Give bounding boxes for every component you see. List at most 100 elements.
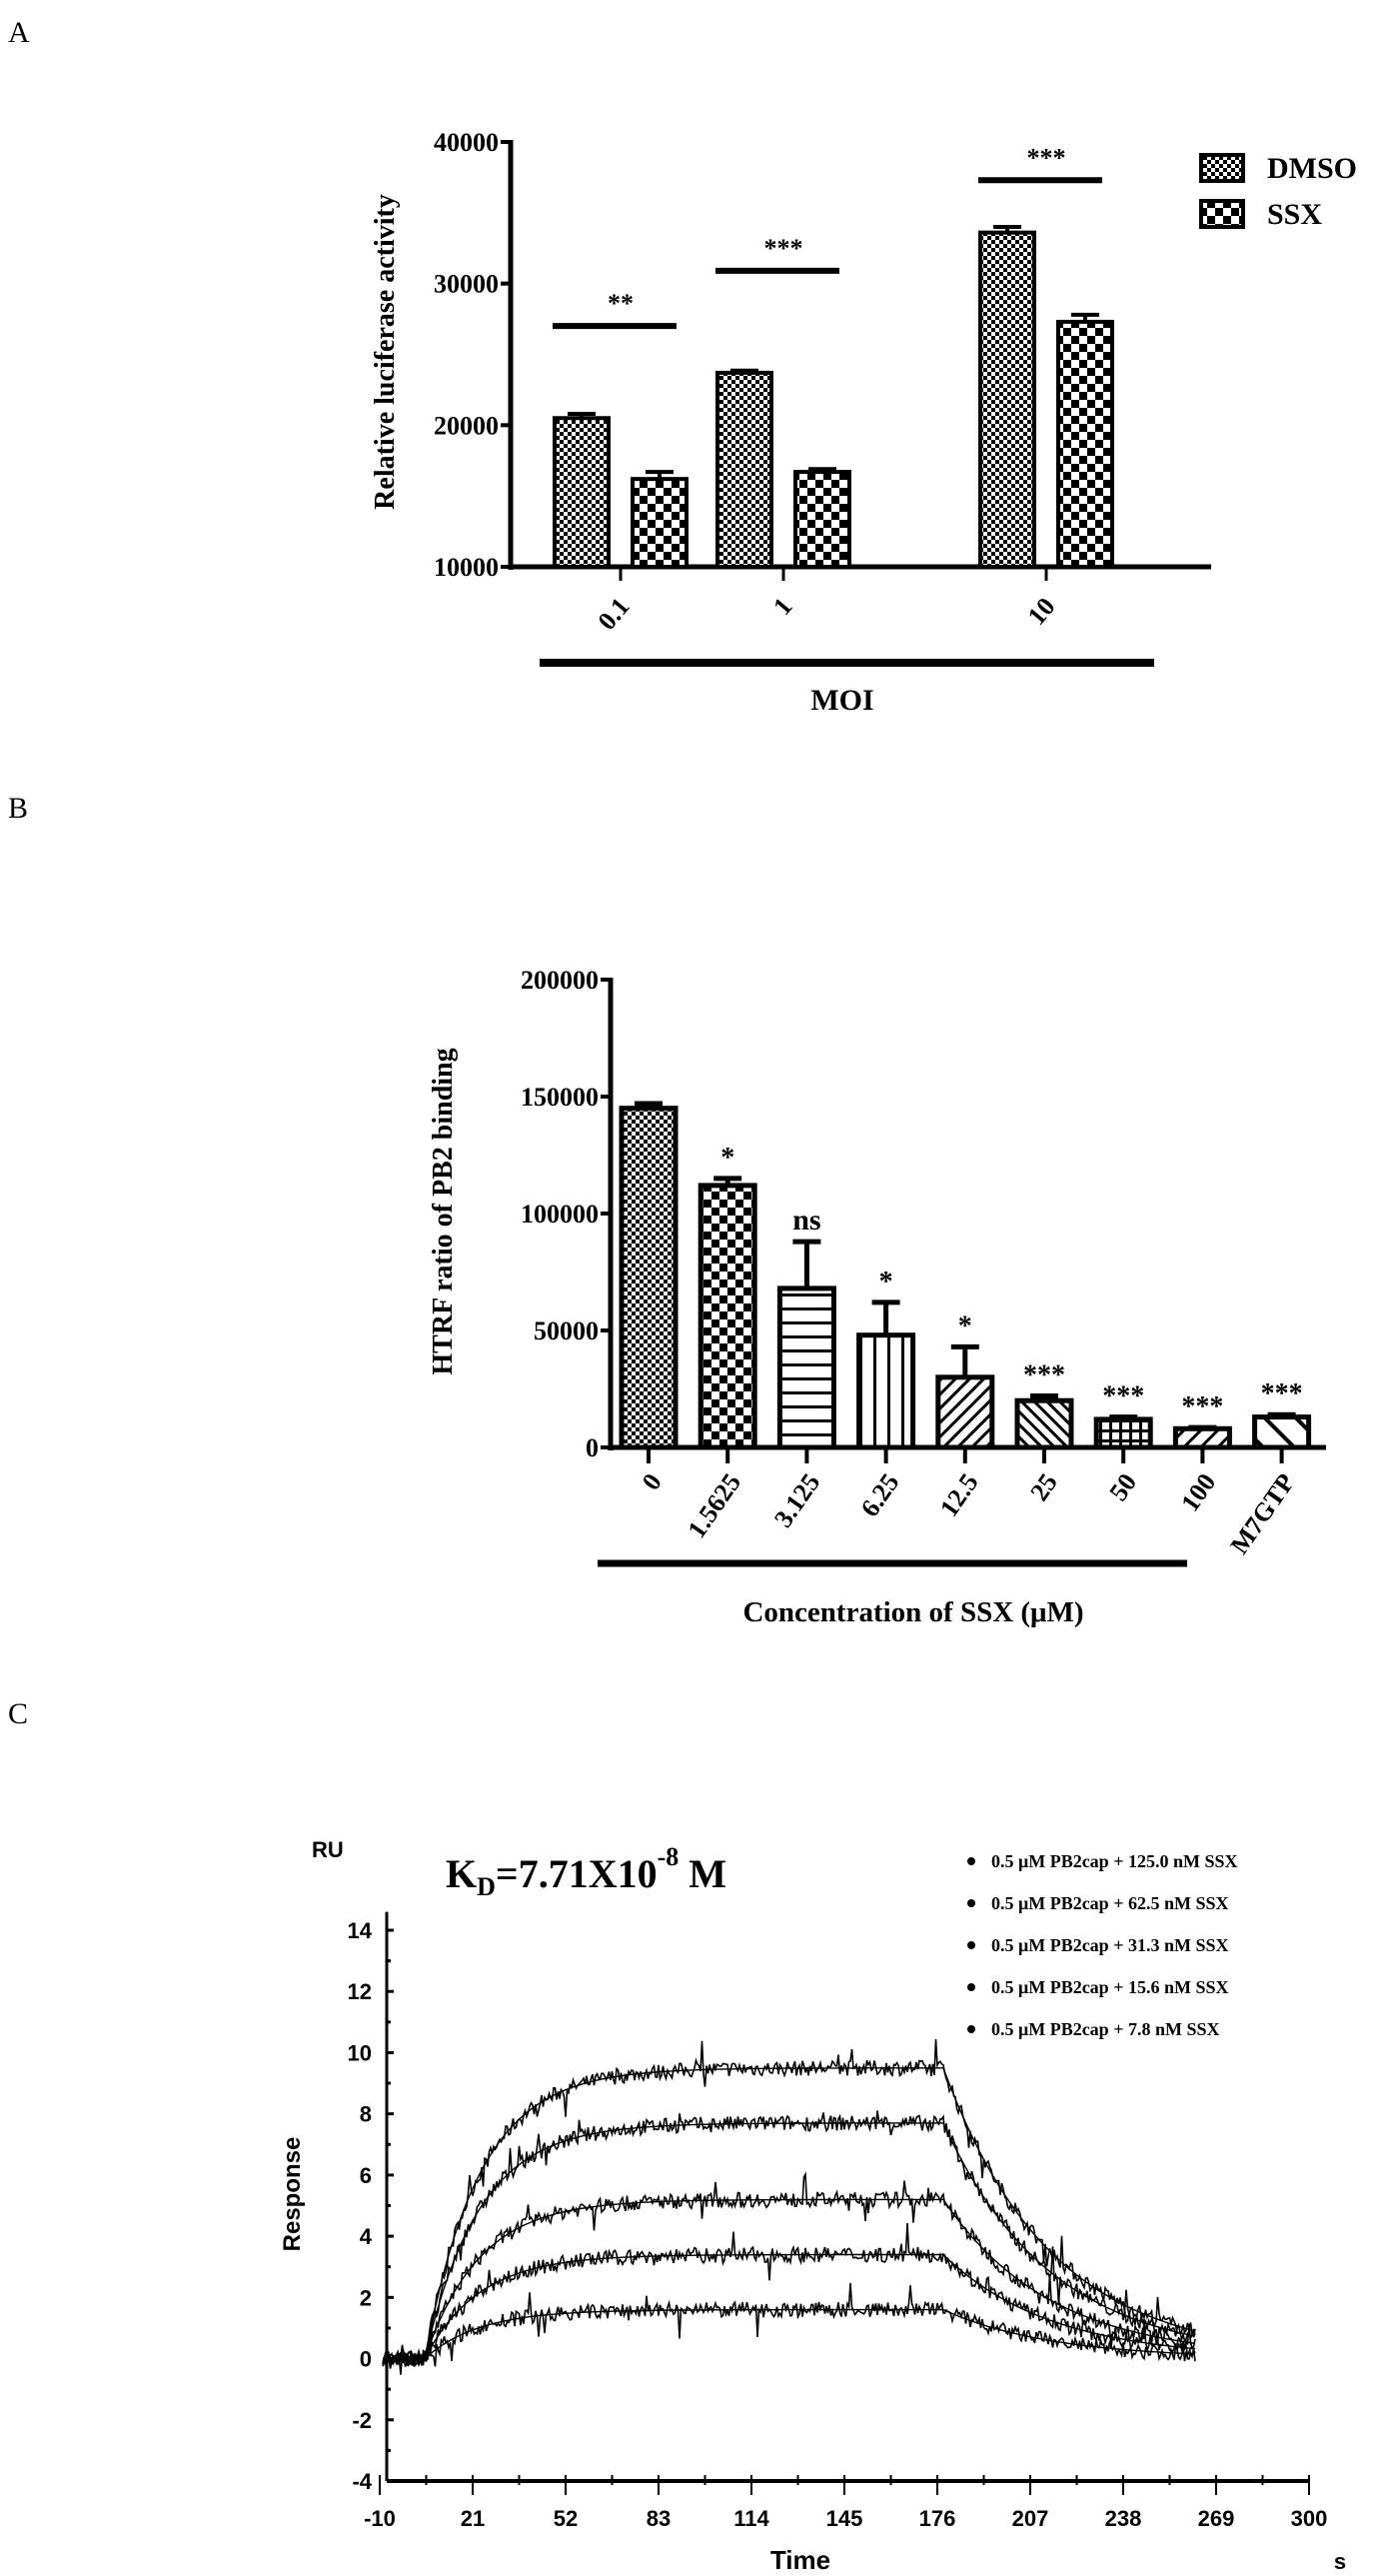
- bar-6.25: [856, 1332, 916, 1450]
- x-axis-label: Time: [770, 2545, 830, 2575]
- y-tick-label: 0: [586, 1433, 599, 1462]
- legend-marker: [967, 1857, 975, 1865]
- significance-label: *: [879, 1267, 893, 1297]
- bar-0: [619, 1106, 679, 1450]
- x-tick-label: 114: [733, 2506, 769, 2531]
- kd-title-part: -8: [658, 1842, 680, 1871]
- x-tick-label: 238: [1105, 2506, 1142, 2531]
- x-axis-label: MOI: [810, 684, 873, 717]
- panel-label-b: B: [8, 792, 28, 825]
- significance-label: *: [720, 1143, 734, 1174]
- y-axis-label: HTRF ratio of PB2 binding: [428, 1048, 459, 1374]
- legend-marker: [967, 1983, 975, 1991]
- legend-swatch: [1199, 199, 1245, 229]
- sensorgram-data-1: [382, 2110, 1196, 2368]
- legend-label: 0.5 μM PB2cap + 125.0 nM SSX: [991, 1851, 1237, 1871]
- x-tick-label: 6.25: [855, 1468, 905, 1522]
- chart-b-htrf: 0 50000 100000 150000 200000 HTRF ratio of PB…: [428, 966, 1326, 1628]
- x-tick-label: 269: [1198, 2506, 1235, 2531]
- kd-title-part: D: [477, 1872, 496, 1901]
- x-tick-label: M7GTP: [1225, 1468, 1301, 1559]
- y-axis-unit: RU: [312, 1837, 344, 1862]
- panel-label-c: C: [8, 1697, 28, 1730]
- bar-M7GTP: [1252, 1414, 1312, 1450]
- bar-ssx-0.1: [631, 477, 689, 569]
- y-tick-label: 100000: [521, 1200, 599, 1229]
- y-tick-label: 14: [348, 1918, 373, 1943]
- legend-label: 0.5 μM PB2cap + 31.3 nM SSX: [991, 1935, 1228, 1955]
- y-tick-label: -2: [352, 2408, 372, 2433]
- bar-ssx-1: [793, 470, 851, 570]
- panel-label-a: A: [8, 16, 30, 49]
- x-tick-label: 145: [826, 2506, 863, 2531]
- y-tick-label: 10: [348, 2040, 372, 2065]
- sensorgram-fit-3: [383, 2253, 1196, 2360]
- y-axis-label: Relative luciferase activity: [370, 194, 401, 510]
- x-tick-label: 0: [637, 1468, 668, 1495]
- kd-title-part: M: [679, 1851, 726, 1896]
- legend-label: SSX: [1267, 198, 1322, 231]
- y-axis-label: Response: [279, 2137, 306, 2252]
- significance-label: ***: [1023, 1360, 1065, 1391]
- x-tick-label: 1.5625: [682, 1468, 746, 1543]
- x-tick-label: 1: [767, 592, 798, 621]
- x-tick-label: 12.5: [934, 1468, 984, 1522]
- kd-title-part: =7.71X10: [496, 1851, 658, 1896]
- bar-100: [1172, 1425, 1232, 1450]
- legend-label: 0.5 μM PB2cap + 7.8 nM SSX: [991, 2019, 1219, 2039]
- y-tick-label: 8: [360, 2102, 372, 2127]
- bar-12.5: [935, 1374, 995, 1450]
- x-tick-label: 83: [647, 2506, 671, 2531]
- x-axis-label: Concentration of SSX (μM): [742, 1596, 1083, 1628]
- y-tick-label: 150000: [521, 1083, 599, 1112]
- x-tick-label: 25: [1024, 1468, 1063, 1506]
- x-tick-label: 52: [554, 2506, 578, 2531]
- bar-1.5625: [697, 1183, 757, 1450]
- significance-label: ns: [792, 1204, 820, 1237]
- x-tick-label: 300: [1291, 2506, 1328, 2531]
- x-tick-label: 207: [1012, 2506, 1049, 2531]
- y-tick-label: 6: [360, 2163, 372, 2188]
- chart-c-spr: -4 -2 0 2 4 6 8 10 12 14 -10 21 52 83 114 145 176 207 238 2…: [279, 1837, 1346, 2575]
- bar-50: [1093, 1416, 1153, 1450]
- legend-swatch: [1199, 153, 1245, 183]
- x-tick-label: 10: [1022, 592, 1061, 631]
- sensorgram-fit-2: [383, 2198, 1196, 2360]
- x-axis-unit: s: [1334, 2549, 1346, 2574]
- x-tick-label: 100: [1175, 1468, 1221, 1517]
- y-tick-label: 0: [360, 2347, 372, 2372]
- x-tick-label: 50: [1103, 1468, 1142, 1506]
- legend-marker: [967, 2025, 975, 2033]
- y-tick-label: -4: [352, 2469, 372, 2494]
- sensorgram-fit-1: [383, 2122, 1196, 2360]
- legend-label: 0.5 μM PB2cap + 15.6 nM SSX: [991, 1977, 1228, 1997]
- y-tick-label: 40000: [434, 128, 499, 157]
- bar-25: [1014, 1397, 1074, 1450]
- significance-label: ***: [764, 234, 803, 263]
- significance-label: ***: [1261, 1378, 1303, 1409]
- y-tick-label: 50000: [534, 1316, 599, 1345]
- significance-label: **: [608, 289, 634, 318]
- y-tick-label: 30000: [434, 270, 499, 299]
- sensorgram-data-3: [382, 2223, 1196, 2375]
- kd-title: KD=7.71X10-8 M: [446, 1842, 726, 1901]
- chart-a-luciferase: 10000 20000 30000 40000 Relative luciferase …: [370, 128, 1357, 717]
- legend-marker: [967, 1941, 975, 1949]
- sensorgram-fit-4: [383, 2308, 1196, 2360]
- kd-title-part: K: [446, 1851, 477, 1896]
- x-tick-label: 3.125: [768, 1468, 825, 1533]
- significance-label: ***: [1102, 1381, 1144, 1412]
- x-tick-label: 0.1: [592, 592, 635, 636]
- y-tick-label: 12: [348, 1979, 372, 2004]
- sensorgram-fit-0: [383, 2067, 1196, 2360]
- x-tick-label: 21: [461, 2506, 485, 2531]
- significance-label: ***: [1027, 143, 1066, 172]
- y-tick-label: 200000: [521, 966, 599, 995]
- significance-label: *: [958, 1310, 972, 1341]
- bar-dmso-10: [978, 230, 1036, 570]
- bar-ssx-10: [1056, 319, 1114, 569]
- y-tick-label: 2: [360, 2285, 372, 2310]
- bar-3.125: [776, 1286, 836, 1450]
- legend-label: DMSO: [1267, 152, 1357, 185]
- significance-label: ***: [1181, 1391, 1223, 1422]
